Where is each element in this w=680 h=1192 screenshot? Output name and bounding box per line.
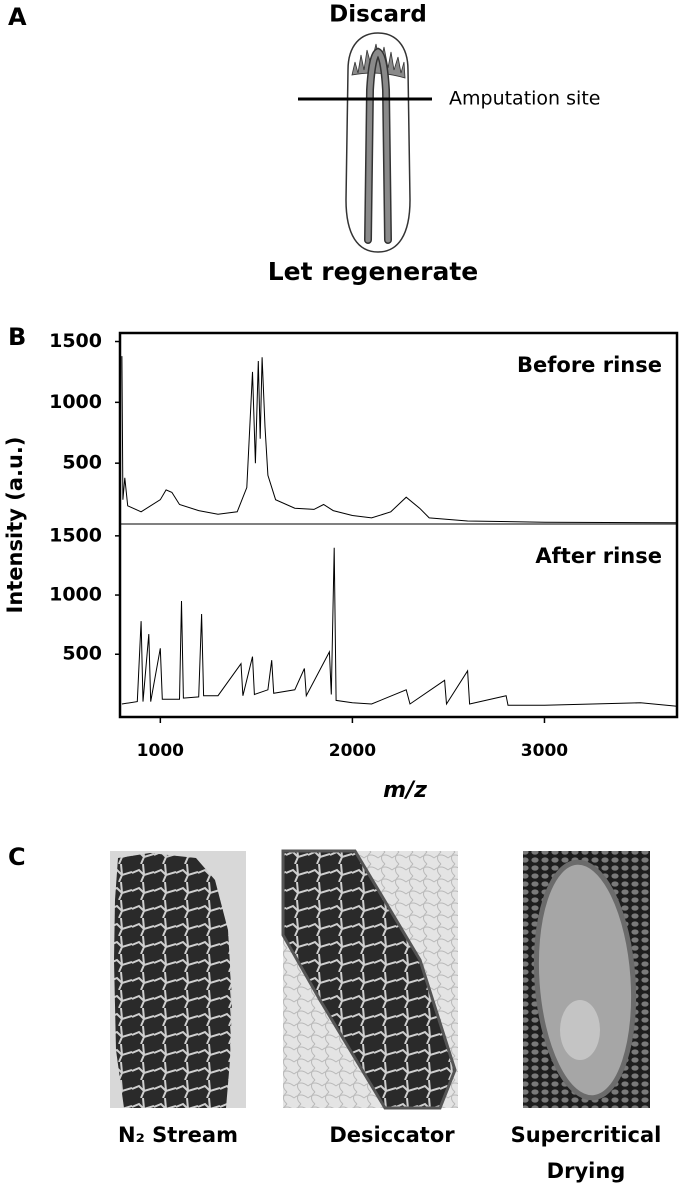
micrograph [523,851,650,1108]
spectrum-line [121,547,678,707]
spectrum-annotation: Before rinse [517,353,662,377]
image-caption: N₂ Stream [118,1123,238,1147]
image-caption: Desiccator [329,1123,455,1147]
micrograph [110,851,246,1108]
captions: N₂ Stream Desiccator Supercritical Drying [118,1123,661,1183]
x-axis-label: m/z [383,778,427,803]
micrograph [281,849,458,1110]
panel-label: C [8,843,26,871]
gut [365,49,391,243]
amputation-label: Amputation site [449,88,600,110]
worm-diagram [298,32,432,253]
worm-body [345,32,411,253]
image-caption: Supercritical [511,1123,662,1147]
y-tick-label: 1500 [49,524,102,546]
y-axis-label: Intensity (a.u.) [3,436,27,613]
image-caption: Drying [547,1159,626,1183]
spectra: 500 1000 1500 Before rinse Intensity (a.u.) 5… [3,330,678,803]
spectrum-line [121,356,678,524]
panel-label: B [8,323,26,351]
plot-frame [118,331,679,719]
x-tick-label: 2000 [329,741,376,761]
y-tick-label: 500 [62,452,102,474]
y-tick-label: 1000 [49,391,102,413]
panel-label: A [8,3,27,31]
y-tick-label: 500 [62,643,102,665]
y-tick-label: 1500 [49,330,102,352]
y-tick-label: 1000 [49,584,102,606]
regenerate-label: Let regenerate [268,257,479,286]
x-tick-label: 1000 [137,741,184,761]
spectrum-annotation: After rinse [535,544,662,568]
x-tick-label: 3000 [521,741,568,761]
discard-label: Discard [329,2,427,28]
